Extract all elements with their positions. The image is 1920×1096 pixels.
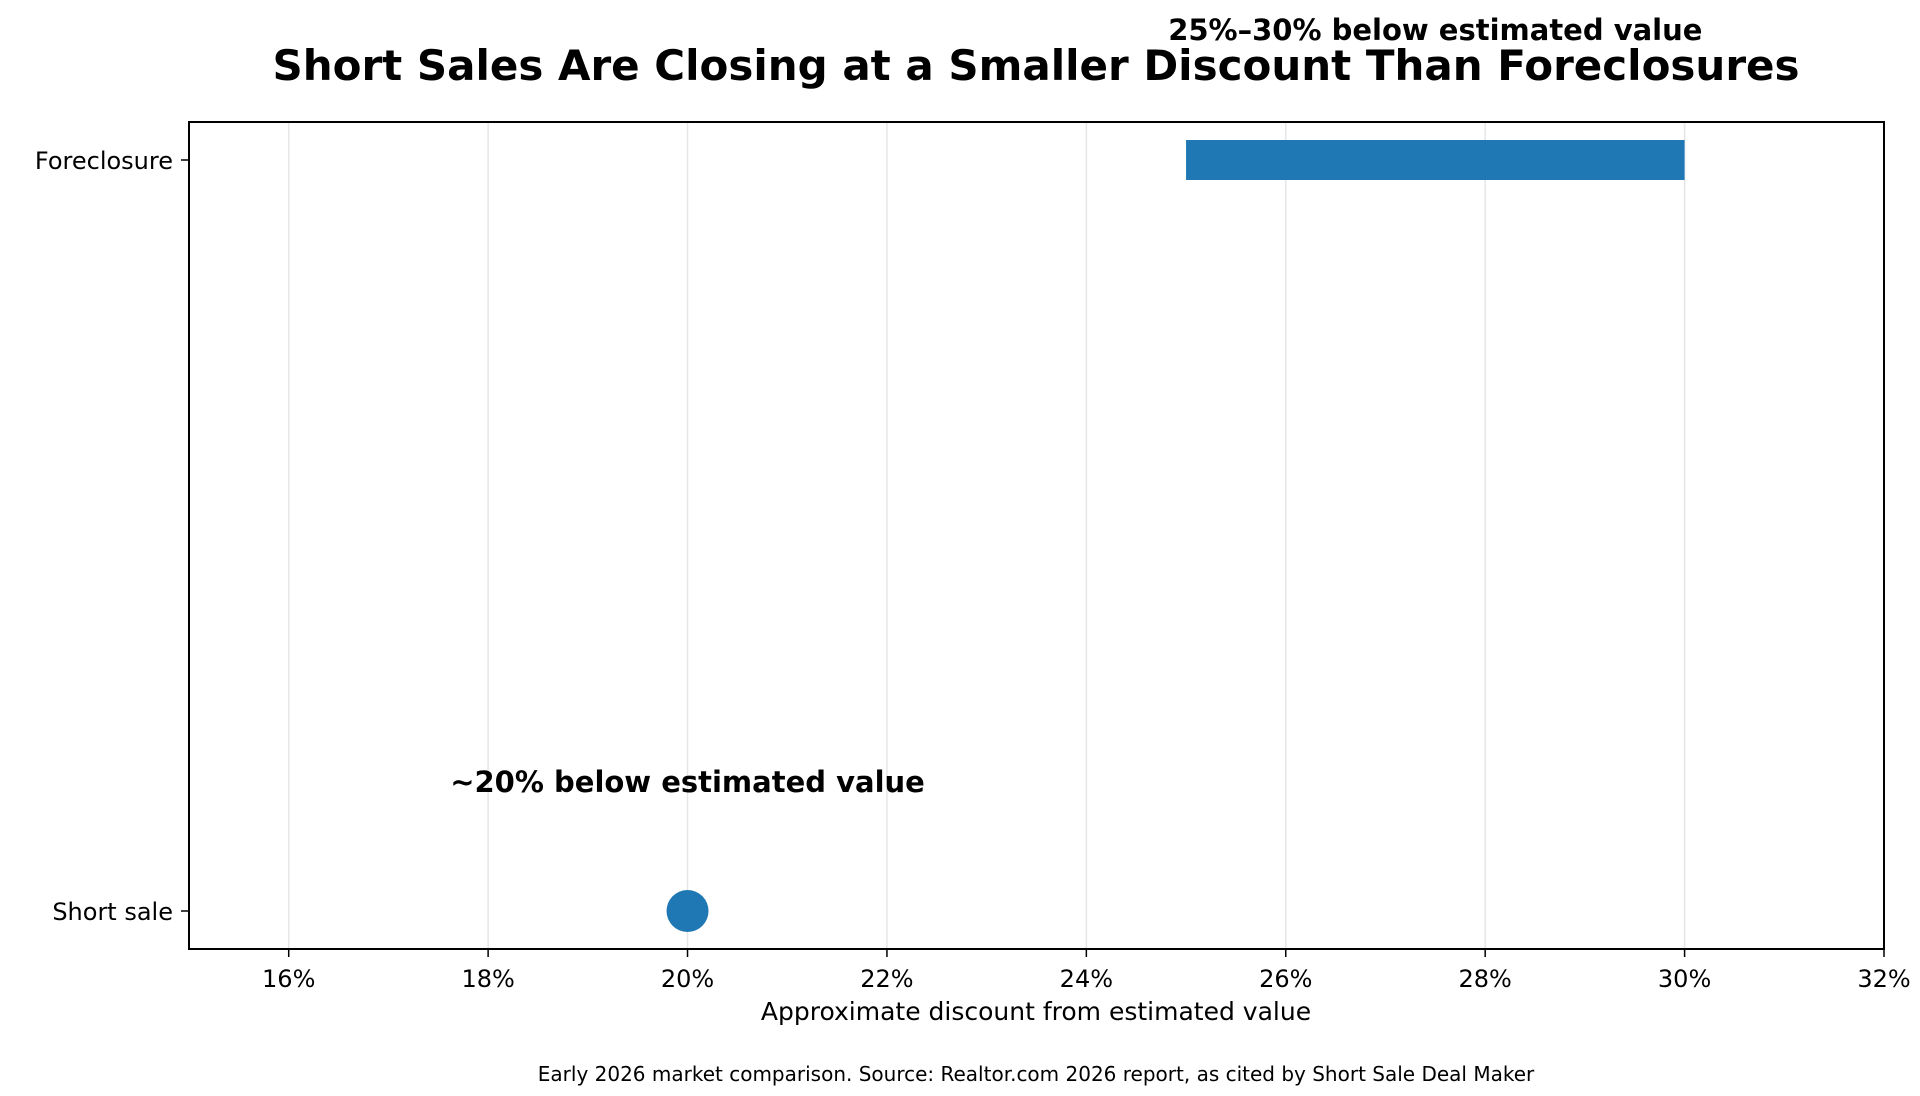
- y-tick-label-short-sale: Short sale: [52, 898, 173, 926]
- annotations: 25%–30% below estimated value ~20% below …: [450, 13, 1702, 799]
- x-tick-label: 24%: [1060, 965, 1113, 993]
- chart-title: Short Sales Are Closing at a Smaller Dis…: [272, 41, 1799, 90]
- grid: [287, 122, 1686, 949]
- x-tick-label: 18%: [461, 965, 514, 993]
- x-tick-label: 30%: [1658, 965, 1711, 993]
- y-tick-label-foreclosure: Foreclosure: [35, 147, 173, 175]
- x-axis-label: Approximate discount from estimated valu…: [761, 997, 1311, 1026]
- short-sale-annotation: ~20% below estimated value: [450, 765, 925, 799]
- x-tick-label: 22%: [860, 965, 913, 993]
- x-axis-ticks: 16% 18% 20% 22% 24% 26% 28% 30% 32%: [262, 949, 1911, 993]
- x-tick-label: 20%: [661, 965, 714, 993]
- foreclosure-annotation: 25%–30% below estimated value: [1168, 13, 1702, 47]
- x-tick-label: 32%: [1857, 965, 1910, 993]
- source-footnote: Early 2026 market comparison. Source: Re…: [538, 1062, 1535, 1086]
- foreclosure-range-bar: [1186, 140, 1685, 180]
- x-tick-label: 28%: [1459, 965, 1512, 993]
- short-sale-point: [666, 890, 709, 932]
- plot-frame: [188, 121, 1885, 950]
- plot-marks: [666, 140, 1685, 932]
- y-axis-ticks: Foreclosure Short sale: [35, 147, 189, 926]
- x-tick-label: 16%: [262, 965, 315, 993]
- x-tick-label: 26%: [1259, 965, 1312, 993]
